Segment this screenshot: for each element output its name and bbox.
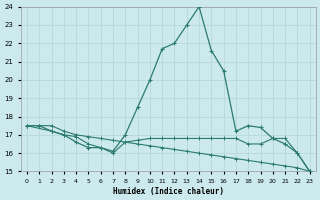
X-axis label: Humidex (Indice chaleur): Humidex (Indice chaleur) [113,187,224,196]
